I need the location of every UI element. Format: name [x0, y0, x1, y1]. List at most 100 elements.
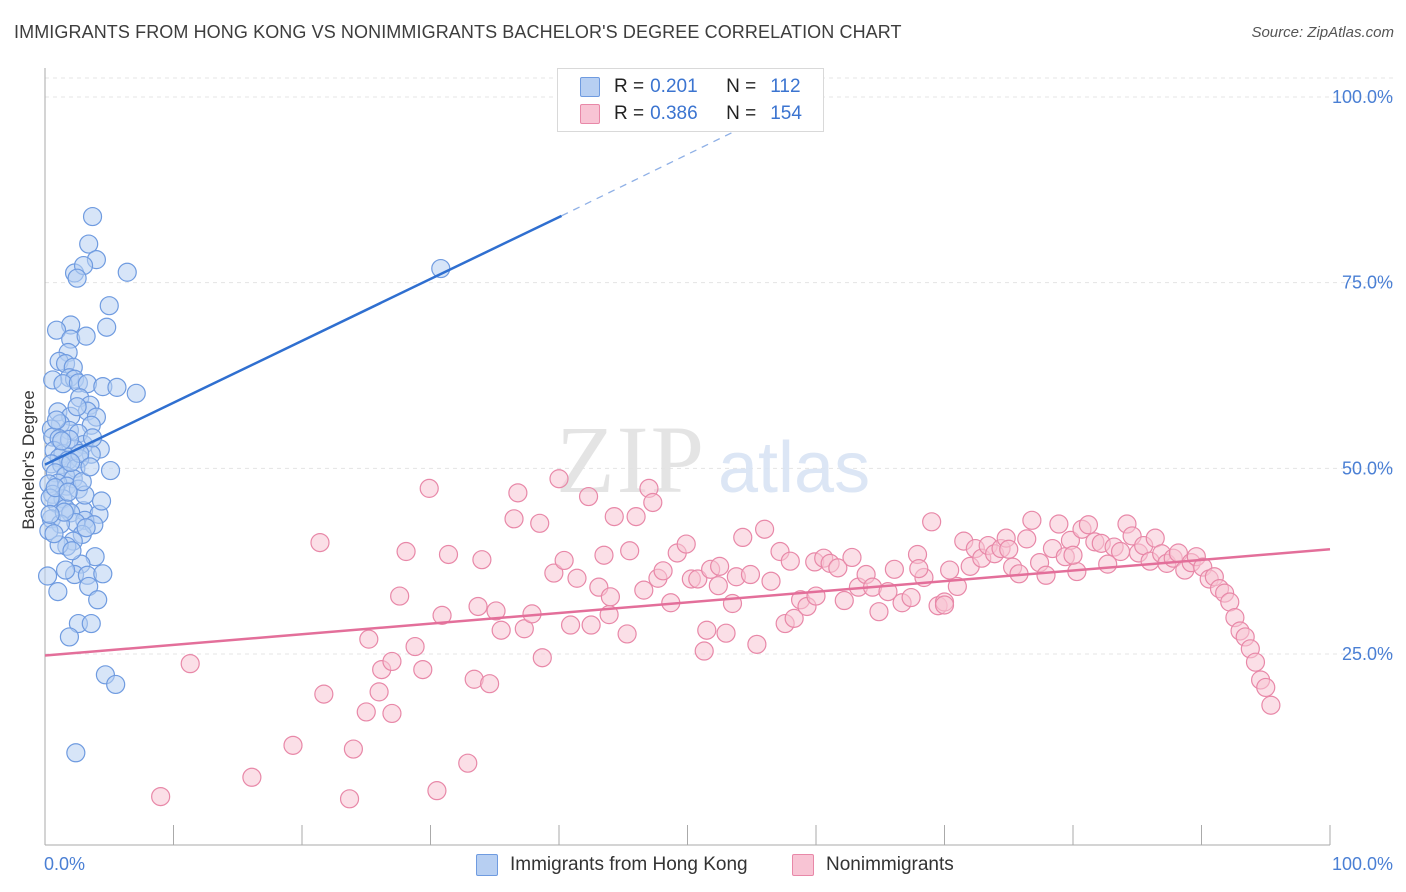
- hong-kong-point: [66, 743, 86, 763]
- nonimmigrants-point: [554, 550, 574, 571]
- nonimmigrants-point: [869, 602, 889, 622]
- nonimmigrants-point: [458, 753, 478, 773]
- nonimmigrants-point: [438, 544, 459, 565]
- nonimmigrants-point: [626, 507, 646, 527]
- nonimmigrants-point: [578, 486, 599, 507]
- hong-kong-point: [88, 590, 108, 610]
- nonimmigrants-point: [544, 563, 564, 583]
- hong-kong-point: [46, 410, 67, 430]
- hong-kong-point: [99, 296, 119, 316]
- nonimmigrants-point: [405, 636, 425, 657]
- nonimmigrants-point: [1256, 677, 1276, 698]
- nonimmigrants-point: [594, 545, 614, 565]
- nonimmigrants-point: [884, 559, 904, 579]
- y-tick-label: 50.0%: [1342, 458, 1393, 478]
- nonimmigrants-point: [676, 534, 696, 554]
- nonimmigrants-point: [1078, 515, 1099, 535]
- hong-kong-point: [52, 431, 72, 451]
- hong-kong-point: [37, 566, 58, 586]
- nonimmigrants-point: [530, 513, 550, 533]
- nonimmigrants-point: [514, 619, 534, 639]
- nonimmigrants-point: [634, 580, 654, 600]
- hong-kong-point: [82, 206, 103, 227]
- hong-kong-point: [81, 613, 101, 634]
- nonimmigrants-point: [343, 739, 363, 759]
- nonimmigrants-point: [600, 587, 621, 607]
- nonimmigrants-point: [369, 682, 389, 702]
- chart-title: IMMIGRANTS FROM HONG KONG VS NONIMMIGRAN…: [14, 22, 902, 42]
- nonimmigrants-point: [842, 547, 862, 568]
- nonimmigrants-point: [653, 561, 673, 581]
- legend-r-value-hk: 0.201: [650, 76, 698, 97]
- nonimmigrants-point: [1245, 652, 1266, 672]
- hong-kong-trend-line: [44, 214, 563, 466]
- hong-kong-point: [126, 383, 146, 403]
- nonimmigrants-point: [1110, 541, 1131, 562]
- nonimmigrants-point: [419, 478, 439, 498]
- nonimmigrants-point: [549, 469, 569, 489]
- nonimmigrants-point: [780, 551, 800, 571]
- nonimmigrants-point: [1022, 510, 1042, 530]
- hong-kong-point: [97, 317, 117, 337]
- legend-n-label: N =: [726, 103, 757, 124]
- nonimmigrants-point: [643, 492, 663, 513]
- nonimmigrants-point: [947, 576, 967, 597]
- nonimmigrants-point: [708, 576, 728, 596]
- legend-n-label: N =: [726, 76, 757, 97]
- nonimmigrants-point: [396, 541, 416, 562]
- nonimmigrants-point: [1261, 695, 1281, 715]
- bottom-legend-hk: Immigrants from Hong Kong: [476, 852, 748, 878]
- bottom-legend-label-nonimmigrants: Nonimmigrants: [826, 854, 954, 875]
- hong-kong-point: [67, 268, 87, 288]
- nonimmigrants-point: [940, 560, 960, 580]
- nonimmigrants-point: [716, 623, 736, 643]
- nonimmigrants-point: [733, 527, 753, 548]
- legend-n-value-nonimmigrants: 154: [770, 103, 802, 124]
- y-tick-label: 75.0%: [1342, 273, 1393, 293]
- hong-kong-point: [79, 234, 99, 254]
- trend-lines: [44, 122, 1331, 657]
- nonimmigrants-point: [1017, 529, 1037, 549]
- nonimmigrants-point: [508, 483, 528, 503]
- legend-n-value-hk: 112: [770, 76, 801, 97]
- nonimmigrants-point: [310, 532, 330, 553]
- nonimmigrants-point: [999, 539, 1019, 559]
- bottom-legend-swatch-hk: [476, 854, 498, 876]
- nonimmigrants-point: [834, 590, 854, 611]
- nonimmigrants-point: [620, 541, 640, 561]
- nonimmigrants-point: [560, 615, 581, 635]
- nonimmigrants-point: [468, 596, 488, 617]
- nonimmigrants-point: [242, 767, 262, 787]
- watermark-atlas: atlas: [718, 428, 870, 508]
- nonimmigrants-point: [784, 608, 804, 628]
- nonimmigrants-point: [694, 641, 714, 661]
- hong-kong-point: [76, 518, 96, 538]
- nonimmigrants-point: [491, 620, 511, 640]
- nonimmigrants-point: [710, 556, 730, 576]
- hong-kong-point: [48, 582, 68, 602]
- hong-kong-point: [80, 457, 100, 477]
- nonimmigrants-point: [747, 634, 767, 654]
- nonimmigrants-point: [806, 586, 826, 606]
- legend-row-hk: R = 0.201 N = 112: [580, 74, 801, 100]
- nonimmigrants-point: [688, 569, 708, 589]
- hong-kong-point: [59, 627, 80, 647]
- source-credit: Source: ZipAtlas.com: [1251, 24, 1394, 41]
- hong-kong-point: [62, 541, 82, 561]
- nonimmigrants-point: [504, 509, 524, 529]
- nonimmigrants-point: [283, 735, 303, 755]
- bottom-legend-label-hk: Immigrants from Hong Kong: [510, 854, 748, 875]
- nonimmigrants-point: [382, 703, 402, 724]
- nonimmigrants-point: [1049, 514, 1069, 534]
- nonimmigrants-point: [339, 789, 360, 809]
- y-tick-label: 100.0%: [1332, 87, 1393, 107]
- nonimmigrants-point: [151, 786, 171, 807]
- y-axis-label: Bachelor's Degree: [19, 390, 38, 529]
- nonimmigrants-points: [151, 469, 1281, 809]
- nonimmigrants-point: [390, 586, 410, 606]
- nonimmigrants-point: [754, 519, 775, 539]
- hong-kong-point: [107, 377, 127, 397]
- hong-kong-point: [55, 560, 76, 580]
- nonimmigrants-point: [901, 587, 921, 608]
